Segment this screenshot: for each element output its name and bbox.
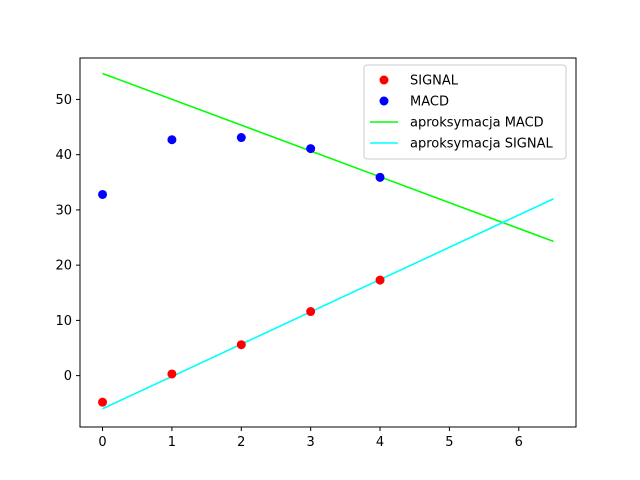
y-tick-label-2: 20 [55,259,72,274]
x-axis: 0 1 2 3 4 5 6 [98,427,523,450]
data-point-1-2 [236,133,246,143]
y-tick-label-1: 10 [55,314,72,329]
data-point-1-1 [167,135,177,145]
data-point-0-1 [167,369,177,379]
y-tick-label-3: 30 [55,203,72,218]
x-tick-label-6: 6 [515,435,523,450]
legend-marker-1 [379,96,389,106]
data-point-0-0 [98,397,108,407]
data-point-0-2 [236,340,246,350]
legend-label-2: aproksymacja MACD [410,116,544,131]
legend-label-1: MACD [410,95,449,110]
y-tick-label-0: 0 [64,369,72,384]
y-axis: 0 10 20 30 40 50 [55,93,80,384]
x-tick-label-1: 1 [168,435,176,450]
legend-label-3: aproksymacja SIGNAL [410,137,553,152]
x-tick-label-3: 3 [307,435,315,450]
data-point-1-0 [98,189,108,199]
x-tick-label-4: 4 [376,435,384,450]
data-point-1-4 [375,172,385,182]
y-tick-label-5: 50 [55,93,72,108]
legend-box [363,64,567,160]
legend: SIGNAL MACD aproksymacja MACD aproksymacja … [363,64,567,160]
data-point-1-3 [306,144,316,154]
x-tick-label-0: 0 [98,435,106,450]
series-line-3 [102,198,554,410]
plot-lines [102,72,554,410]
plot-points [98,133,385,407]
data-point-0-3 [306,307,316,317]
plot-area-frame [79,57,577,428]
legend-marker-0 [379,75,389,85]
legend-label-0: SIGNAL [410,74,459,89]
y-tick-label-4: 40 [55,148,72,163]
series-line-2 [102,72,554,243]
data-point-0-4 [375,275,385,285]
x-tick-label-5: 5 [445,435,453,450]
x-tick-label-2: 2 [237,435,245,450]
